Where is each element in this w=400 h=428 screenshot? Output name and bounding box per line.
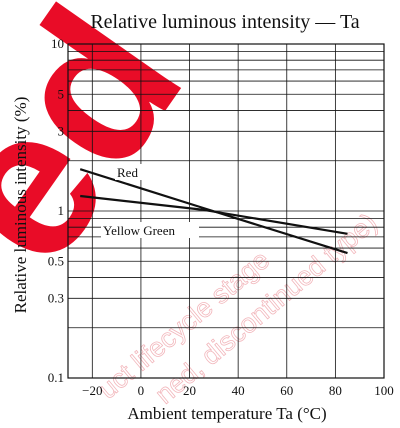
x-tick-label: 20 (183, 383, 196, 398)
series-label-yellow-green: Yellow Green (103, 223, 175, 238)
grid (67, 43, 385, 379)
x-tick-label: 40 (232, 383, 245, 398)
watermark-big-letters: ed (0, 0, 226, 303)
x-tick-label: −20 (82, 383, 102, 398)
x-tick-labels: −20 0 20 40 60 80 100 (82, 383, 394, 398)
chart-title: Relative luminous intensity — Ta (90, 11, 359, 33)
series-label-red: Red (117, 165, 138, 180)
y-tick-label: 1 (58, 203, 65, 218)
x-tick-label: 0 (138, 383, 145, 398)
y-tick-label: 0.1 (48, 370, 64, 385)
y-tick-label: 3 (58, 123, 65, 138)
y-tick-labels: 10 5 3 1 0.5 0.3 0.1 (48, 36, 64, 385)
series-line-red (79, 168, 348, 255)
x-axis-label: Ambient temperature Ta (°C) (127, 404, 326, 423)
y-tick-label: 0.3 (48, 290, 64, 305)
x-tick-label: 80 (329, 383, 342, 398)
plot-frame (67, 43, 385, 379)
y-tick-label: 5 (58, 86, 65, 101)
y-tick-label: 0.5 (48, 253, 64, 268)
label-bg-yellow-green (101, 222, 199, 238)
label-bg-red (115, 164, 145, 180)
x-tick-label: 100 (374, 383, 394, 398)
y-tick-label: 10 (51, 36, 64, 51)
y-axis-label: Relative luminous intensity (%) (11, 97, 30, 314)
series-line-yellow-green (80, 194, 348, 235)
x-tick-label: 60 (280, 383, 293, 398)
series-lines (79, 168, 348, 255)
